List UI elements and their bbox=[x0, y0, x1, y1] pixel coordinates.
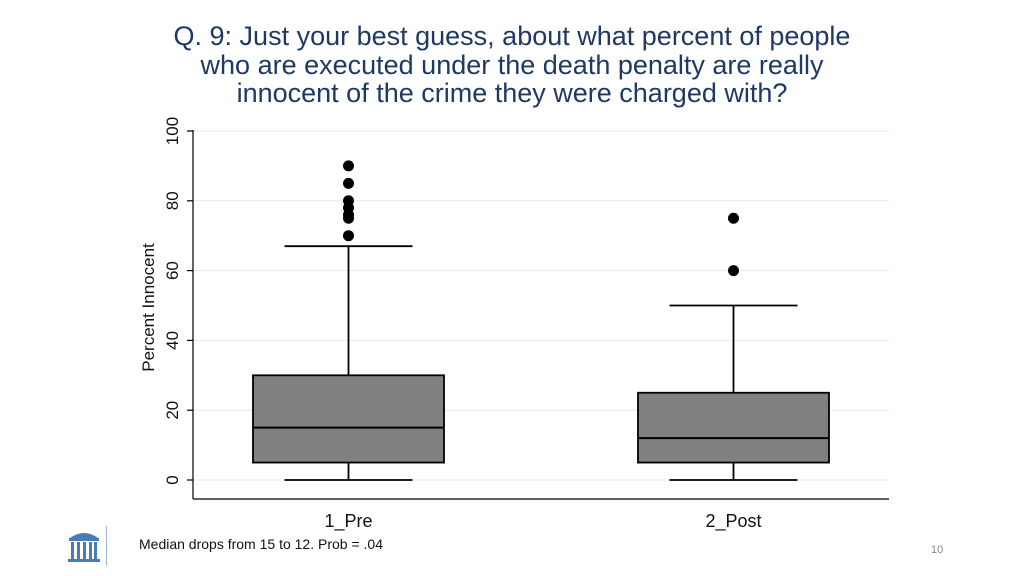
outlier-point bbox=[343, 160, 354, 172]
old-well-icon bbox=[66, 526, 102, 566]
x-category-label: 1_Pre bbox=[324, 511, 372, 532]
outlier-point bbox=[343, 195, 354, 207]
box-1_Pre bbox=[252, 374, 445, 464]
y-tick-label: 0 bbox=[163, 475, 182, 484]
logo-divider bbox=[106, 526, 107, 566]
y-tick-label: 80 bbox=[163, 191, 182, 210]
x-category-label: 2_Post bbox=[705, 511, 761, 532]
chart-title: Q. 9: Just your best guess, about what p… bbox=[120, 22, 904, 108]
title-line-3: innocent of the crime they were charged … bbox=[236, 78, 788, 108]
outlier-point bbox=[728, 265, 739, 277]
y-tick-label: 40 bbox=[163, 331, 182, 350]
page-number: 10 bbox=[931, 544, 944, 556]
outlier-point bbox=[728, 212, 739, 224]
title-line-2: who are executed under the death penalty… bbox=[200, 49, 824, 80]
y-tick-label: 60 bbox=[163, 261, 182, 280]
outlier-point bbox=[343, 177, 354, 189]
box-2_Post bbox=[637, 391, 830, 464]
outlier-point bbox=[343, 230, 354, 242]
y-tick-label: 100 bbox=[163, 117, 182, 145]
footnote: Median drops from 15 to 12. Prob = .04 bbox=[139, 536, 383, 552]
y-tick-label: 20 bbox=[163, 401, 182, 420]
title-line-1: Q. 9: Just your best guess, about what p… bbox=[173, 21, 851, 51]
y-axis-label: Percent Innocent bbox=[139, 243, 158, 372]
